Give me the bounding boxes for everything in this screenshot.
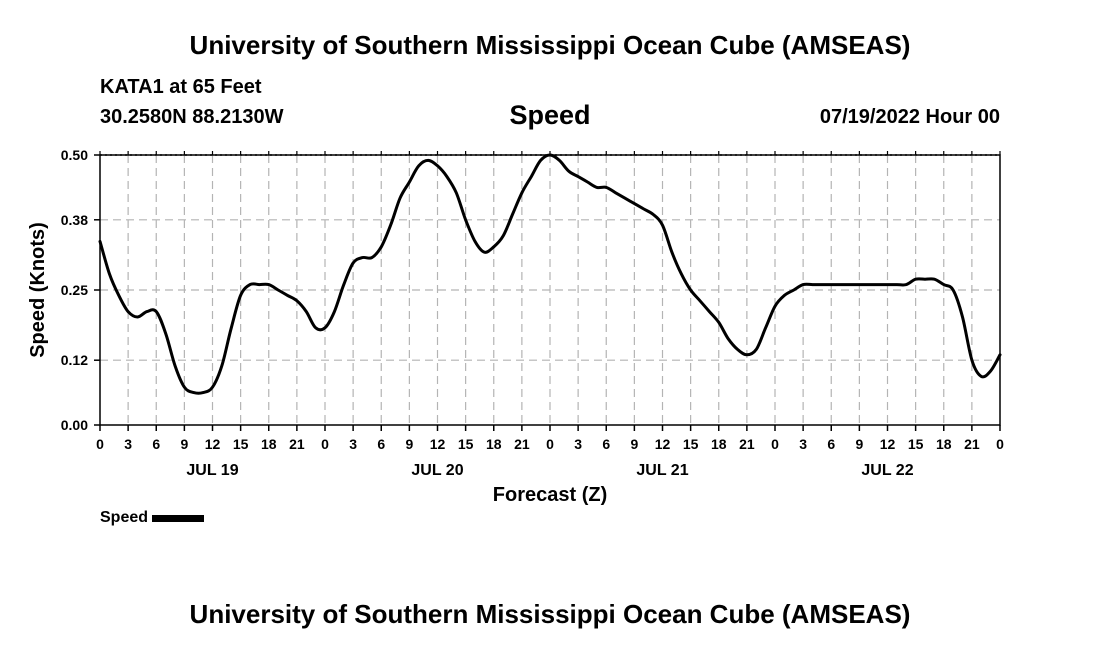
y-axis-title: Speed (Knots) [27, 222, 49, 358]
x-tick-label: 12 [655, 436, 671, 452]
x-tick-label: 15 [233, 436, 249, 452]
x-tick-label: 21 [739, 436, 755, 452]
x-tick-label: 9 [405, 436, 413, 452]
x-tick-label: 6 [152, 436, 160, 452]
x-tick-label: 18 [261, 436, 277, 452]
x-tick-label: 3 [574, 436, 582, 452]
axis-ticks [94, 151, 1001, 431]
x-tick-label: 12 [430, 436, 446, 452]
x-tick-label: 15 [908, 436, 924, 452]
x-tick-label: 15 [458, 436, 474, 452]
chart-title: Speed [509, 100, 591, 130]
x-axis-title: Forecast (Z) [493, 484, 607, 506]
x-tick-label: 9 [630, 436, 638, 452]
grid-lines [100, 154, 1000, 425]
x-tick-label: 18 [936, 436, 952, 452]
legend-label: Speed [100, 509, 149, 526]
x-tick-label: 18 [711, 436, 727, 452]
y-tick-label: 0.00 [61, 417, 88, 433]
page-title: University of Southern Mississippi Ocean… [189, 30, 911, 60]
x-tick-label: 0 [546, 436, 554, 452]
x-tick-label: 6 [827, 436, 835, 452]
legend-swatch [152, 514, 205, 522]
x-tick-label: 21 [289, 436, 305, 452]
x-tick-label: 6 [377, 436, 385, 452]
forecast-datetime: 07/19/2022 Hour 00 [819, 106, 1000, 128]
x-tick-label: 3 [799, 436, 807, 452]
x-tick-label: 9 [855, 436, 863, 452]
y-tick-label: 0.38 [61, 212, 88, 228]
x-tick-label: 3 [124, 436, 132, 452]
x-tick-label: 3 [349, 436, 357, 452]
speed-series-line [98, 153, 1002, 395]
x-tick-label: 12 [205, 436, 221, 452]
x-tick-label: 12 [880, 436, 896, 452]
legend: Speed [100, 509, 205, 527]
y-tick-label: 0.50 [61, 147, 88, 163]
day-label: JUL 22 [861, 462, 913, 479]
x-tick-label: 0 [321, 436, 329, 452]
x-tick-label: 21 [514, 436, 530, 452]
footer-title: University of Southern Mississippi Ocean… [189, 599, 911, 629]
x-tick-label: 0 [771, 436, 779, 452]
coordinates-label: 30.2580N 88.2130W [100, 106, 284, 128]
x-tick-label: 18 [486, 436, 502, 452]
x-tick-label: 0 [996, 436, 1004, 452]
day-label: JUL 21 [636, 462, 688, 479]
day-label: JUL 20 [411, 462, 463, 479]
axis-labels: 0.00 0.12 0.25 0.38 0.50 0 3 6 9 12 15 18 21 0 3 6 9 12 15… [61, 147, 1004, 479]
x-tick-label: 15 [683, 436, 699, 452]
x-tick-label: 9 [180, 436, 188, 452]
x-tick-label: 6 [602, 436, 610, 452]
y-tick-label: 0.25 [61, 282, 88, 298]
station-label: KATA1 at 65 Feet [100, 76, 262, 98]
x-tick-label: 0 [96, 436, 104, 452]
day-label: JUL 19 [186, 462, 238, 479]
y-tick-label: 0.12 [61, 352, 88, 368]
x-tick-label: 21 [964, 436, 980, 452]
